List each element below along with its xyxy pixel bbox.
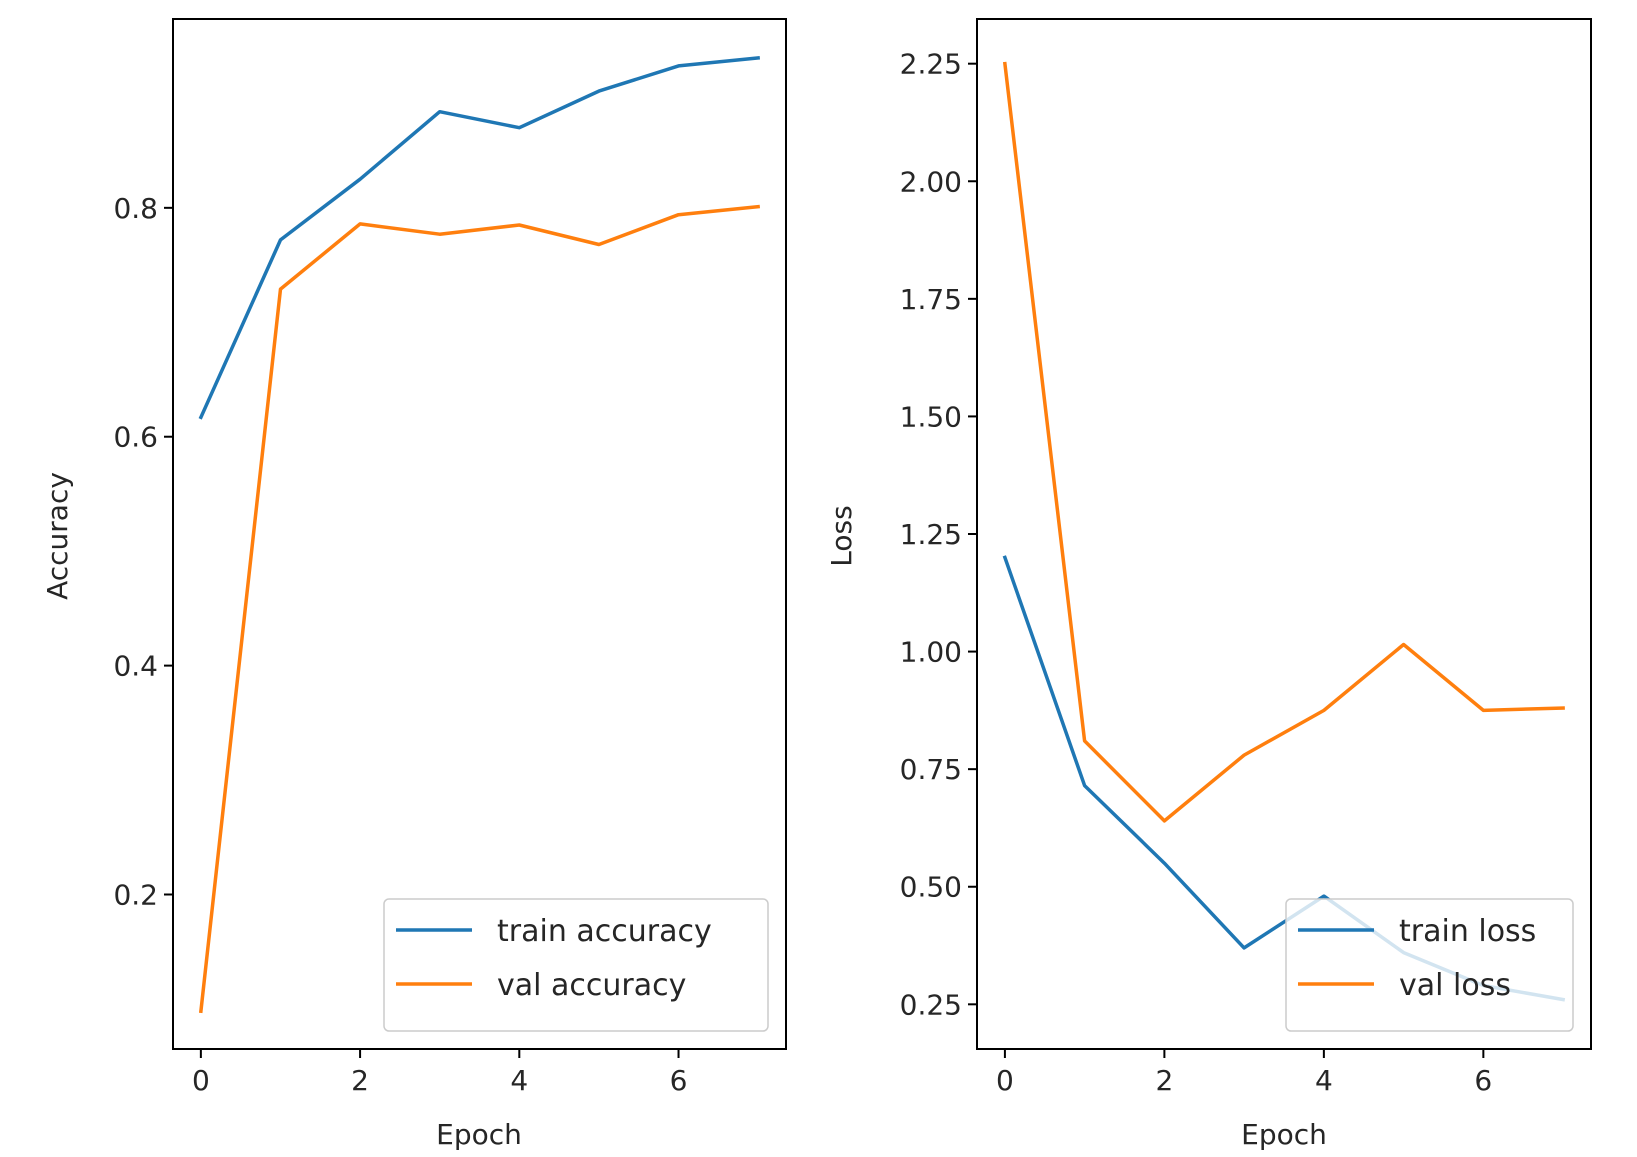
accuracy-x-ticks: 0 2 4 6 (192, 1049, 687, 1097)
loss-x-ticks: 0 2 4 6 (996, 1049, 1492, 1097)
loss-y-tick-label: 1.50 (900, 400, 962, 433)
loss-y-tick-label: 1.00 (900, 636, 962, 669)
accuracy-y-tick-label: 0.8 (113, 192, 158, 225)
loss-y-tick-label: 1.25 (900, 518, 962, 551)
accuracy-lines (198, 55, 761, 1014)
loss-chart: 0 2 4 6 0.25 0.50 0.75 1.00 1.25 1.50 1.75 2.00 2.2… (825, 18, 1592, 1151)
accuracy-legend-label-1: val accuracy (497, 968, 686, 1003)
accuracy-y-tick-label: 0.6 (113, 421, 158, 454)
accuracy-legend-frame (383, 898, 769, 1032)
loss-y-tick-label: 1.75 (900, 283, 962, 316)
accuracy-legend-label-0: train accuracy (497, 914, 712, 949)
loss-x-axis-label: Epoch (1241, 1118, 1327, 1151)
accuracy-x-tick-label: 4 (510, 1064, 528, 1097)
accuracy-x-tick-label: 6 (670, 1064, 688, 1097)
accuracy-x-tick-label: 0 (192, 1064, 210, 1097)
loss-legend: train loss val loss (1285, 898, 1574, 1032)
loss-y-ticks: 0.25 0.50 0.75 1.00 1.25 1.50 1.75 2.00 2.25 (900, 48, 977, 1021)
accuracy-y-tick-label: 0.2 (113, 879, 158, 912)
accuracy-series-line-1 (198, 204, 761, 1014)
loss-y-tick-label: 0.50 (900, 871, 962, 904)
loss-y-tick-label: 2.00 (900, 165, 962, 198)
loss-x-tick-label: 0 (996, 1064, 1014, 1097)
loss-x-tick-label: 2 (1155, 1064, 1173, 1097)
accuracy-chart: 0 2 4 6 0.2 0.4 0.6 0.8 Epoch Accuracy train a… (41, 18, 787, 1151)
loss-legend-label-1: val loss (1399, 968, 1511, 1003)
accuracy-y-tick-label: 0.4 (113, 650, 158, 683)
accuracy-legend: train accuracy val accuracy (383, 898, 769, 1032)
accuracy-x-tick-label: 2 (351, 1064, 369, 1097)
loss-y-tick-label: 0.75 (900, 753, 962, 786)
loss-legend-frame (1285, 898, 1574, 1032)
loss-y-tick-label: 0.25 (900, 988, 962, 1021)
loss-series-line-1 (1002, 61, 1565, 823)
loss-legend-label-0: train loss (1399, 914, 1536, 949)
loss-y-tick-label: 2.25 (900, 48, 962, 81)
loss-x-tick-label: 6 (1474, 1064, 1492, 1097)
loss-y-axis-label: Loss (825, 505, 858, 566)
accuracy-axes-frame (172, 18, 787, 1050)
accuracy-y-ticks: 0.2 0.4 0.6 0.8 (113, 192, 173, 912)
accuracy-x-axis-label: Epoch (436, 1118, 522, 1151)
loss-x-tick-label: 4 (1315, 1064, 1333, 1097)
accuracy-y-axis-label: Accuracy (41, 472, 74, 600)
accuracy-series-line-0 (198, 55, 761, 420)
